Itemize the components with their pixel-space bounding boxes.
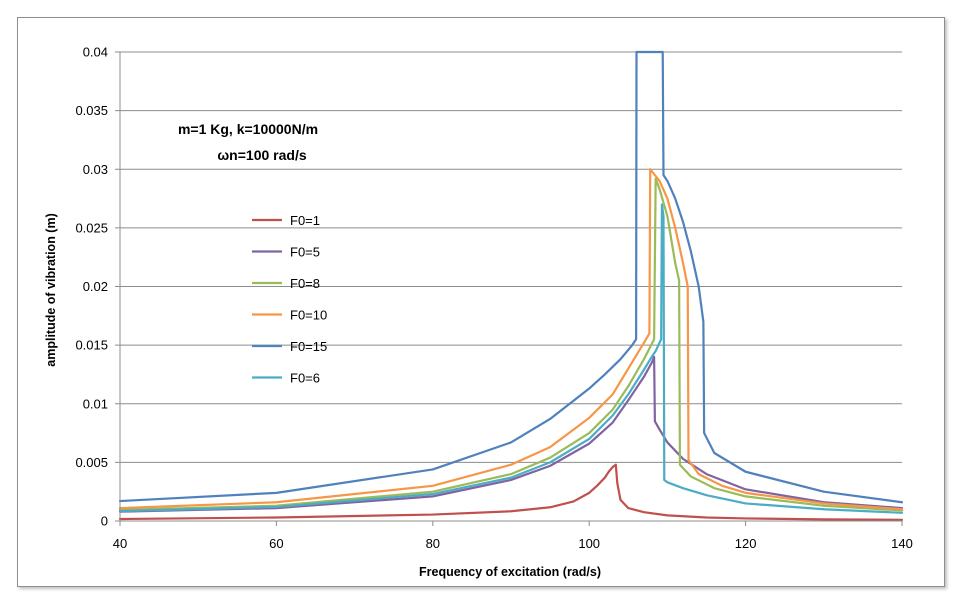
legend-label: F0=1 (290, 213, 320, 228)
x-tick-label: 120 (735, 536, 757, 551)
chart-area (17, 17, 945, 587)
y-tick-label: 0.025 (75, 220, 108, 235)
legend-label: F0=10 (290, 308, 327, 323)
legend-label: F0=15 (290, 339, 327, 354)
y-tick-label: 0.035 (75, 103, 108, 118)
legend-label: F0=8 (290, 276, 320, 291)
series-line-f0-1 (118, 463, 904, 521)
series-line-f0-8 (118, 177, 904, 512)
y-tick-label: 0.015 (75, 338, 108, 353)
y-tick-label: 0.03 (83, 162, 108, 177)
legend-label: F0=5 (290, 245, 320, 260)
annotation-natural-frequency: ωn=100 rad/s (217, 147, 306, 163)
legend: F0=1 F0=5 F0=8 F0=10 F0=15 F0=6 (252, 213, 327, 386)
series-line-f0-10 (118, 168, 904, 511)
series-line-f0-15 (118, 50, 904, 504)
y-tick-label: 0.01 (83, 396, 108, 411)
axes (115, 51, 903, 526)
x-tick-labels: 40 60 80 100 120 140 (113, 536, 913, 551)
x-tick-label: 80 (426, 536, 440, 551)
y-tick-label: 0.005 (75, 455, 108, 470)
y-tick-label: 0 (101, 514, 108, 529)
series-line-f0-5 (118, 355, 904, 513)
series-lines (118, 50, 904, 521)
legend-label: F0=6 (290, 371, 320, 386)
series-line-f0-6 (118, 203, 904, 514)
x-tick-label: 60 (269, 536, 283, 551)
annotation-parameters: m=1 Kg, k=10000N/m (178, 121, 318, 137)
x-tick-label: 40 (113, 536, 127, 551)
y-tick-label: 0.04 (83, 45, 108, 60)
y-tick-labels: 0 0.005 0.01 0.015 0.02 0.025 0.03 0.035 0.04 (75, 45, 108, 529)
x-axis-title: Frequency of excitation (rad/s) (419, 565, 601, 579)
y-tick-label: 0.02 (83, 279, 108, 294)
x-tick-label: 100 (578, 536, 600, 551)
x-tick-label: 140 (891, 536, 913, 551)
gridlines (120, 51, 902, 463)
y-axis-title: amplitude of vibration (m) (44, 213, 58, 366)
